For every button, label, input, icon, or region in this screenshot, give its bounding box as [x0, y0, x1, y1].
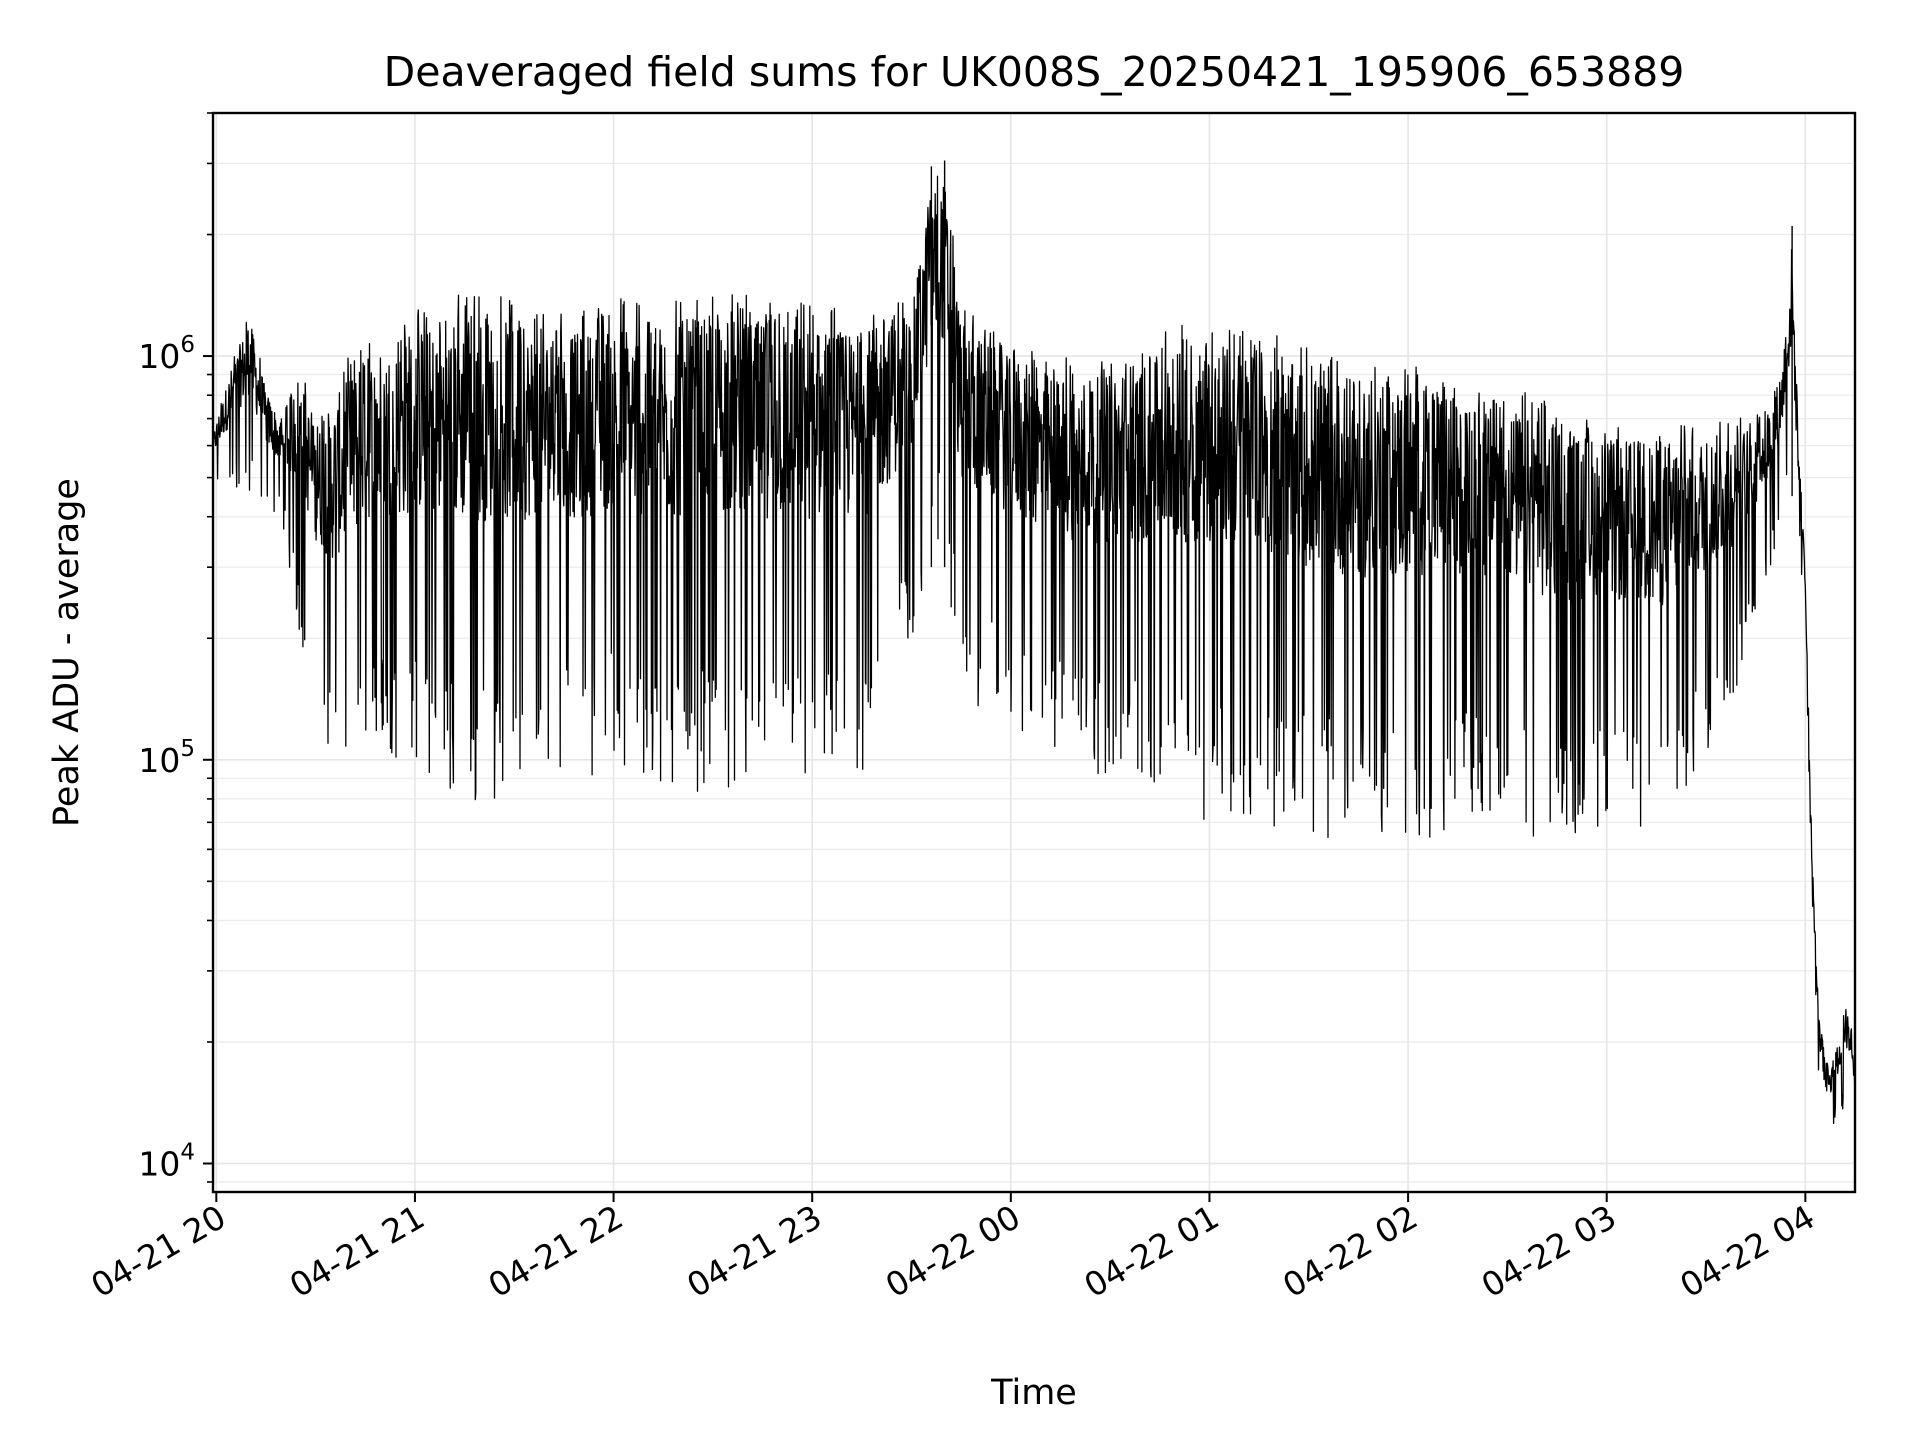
y-tick-label: 105: [138, 736, 195, 780]
x-tick-label: 04-21 23: [680, 1197, 828, 1305]
x-axis: 04-21 20 04-21 21 04-21 22 04-21 23 04-22 00…: [84, 1192, 1821, 1305]
x-tick-label: 04-22 00: [879, 1197, 1027, 1305]
x-axis-label: Time: [990, 1373, 1077, 1413]
x-tick-label: 04-21 21: [283, 1197, 431, 1305]
x-tick-label: 04-22 03: [1475, 1197, 1623, 1305]
x-tick-label: 04-21 22: [482, 1197, 630, 1305]
x-tick-label: 04-21 20: [84, 1197, 232, 1305]
y-tick-label: 104: [138, 1140, 195, 1184]
y-tick-label: 106: [138, 332, 195, 376]
x-tick-label: 04-22 01: [1077, 1197, 1225, 1305]
series-layer: [212, 160, 1856, 1125]
x-tick-label: 04-22 02: [1276, 1197, 1424, 1305]
y-axis: 104 105 106: [138, 112, 213, 1184]
chart-title: Deaveraged field sums for UK008S_2025042…: [384, 48, 1685, 96]
grid: [213, 112, 1855, 1192]
plot-frame: [211, 111, 1857, 1194]
y-axis-label: Peak ADU - average: [47, 478, 87, 827]
x-tick-label: 04-22 04: [1673, 1197, 1821, 1305]
series-line: [212, 175, 1856, 1125]
